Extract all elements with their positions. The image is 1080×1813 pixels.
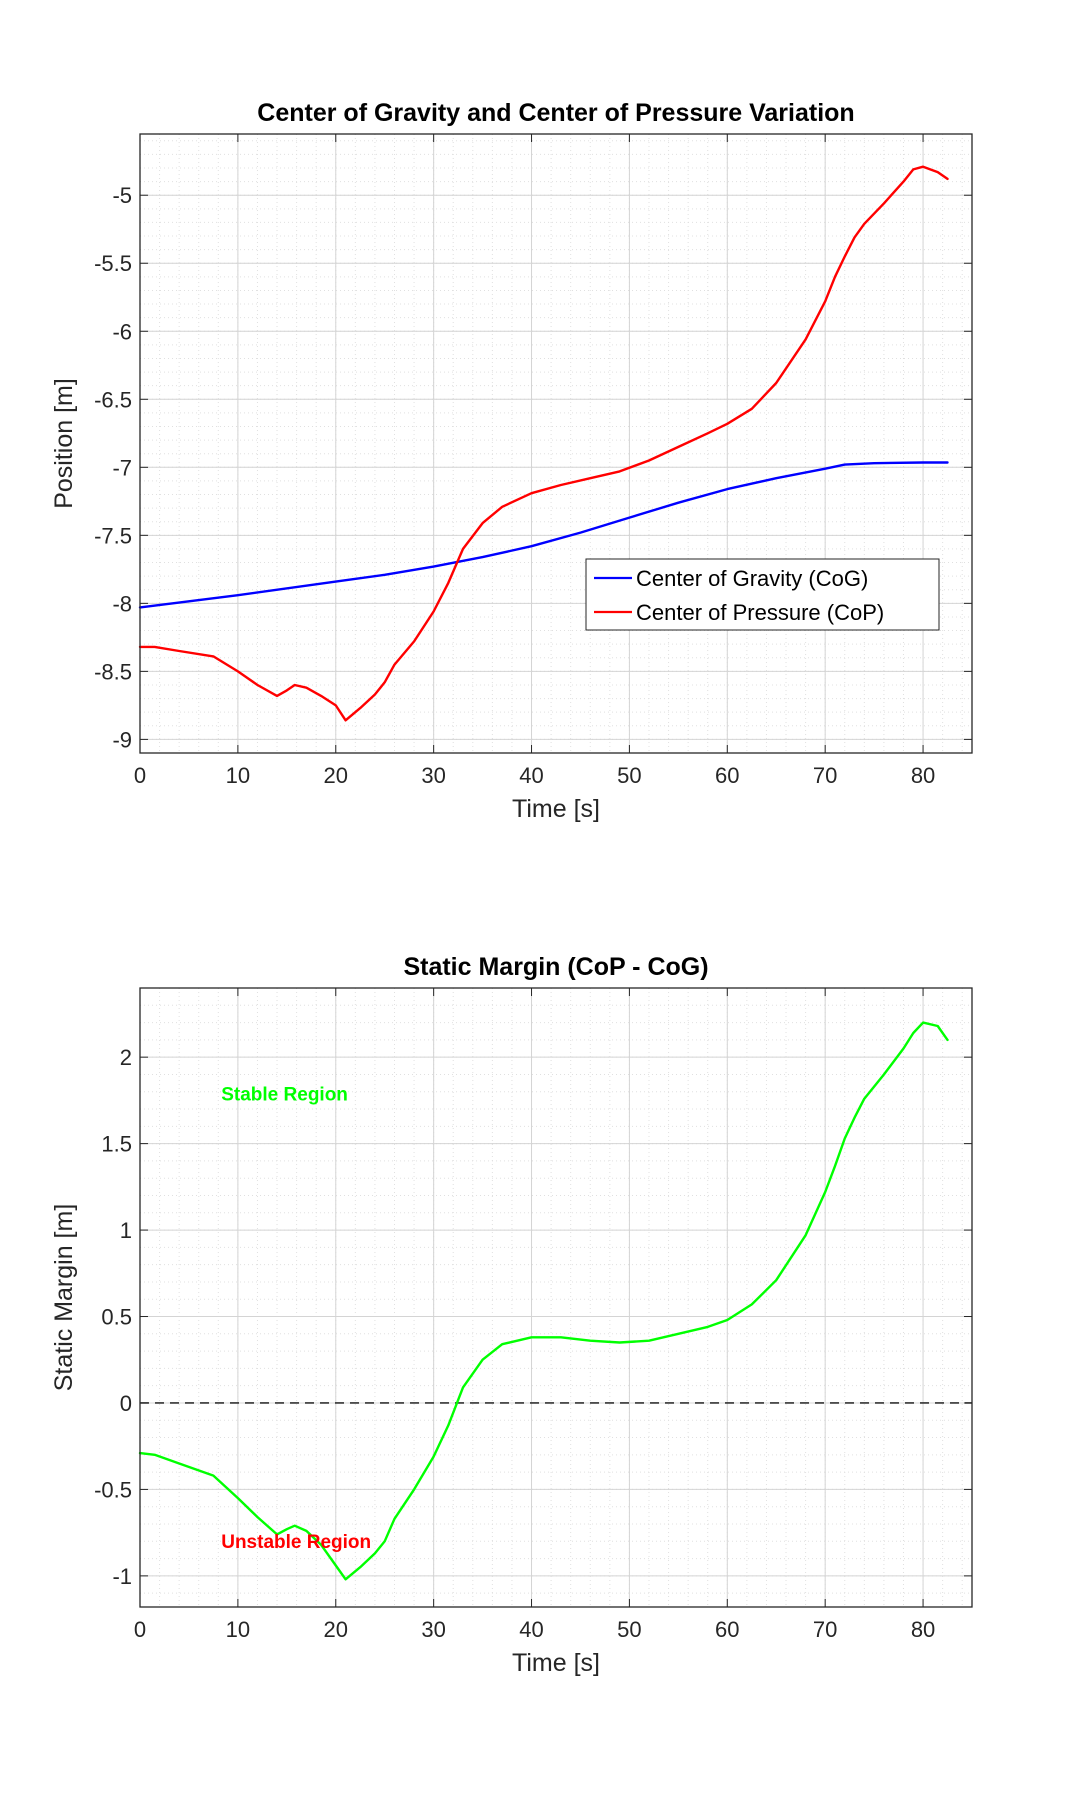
x-tick-label: 80 [911,1617,935,1642]
y-tick-label: -1 [112,1564,132,1589]
x-tick-label: 80 [911,763,935,788]
x-axis-label: Time [s] [512,1649,600,1677]
series-line-0 [138,1021,949,1581]
x-tick-label: 0 [134,1617,146,1642]
y-axis-label: Position [m] [50,378,78,509]
legend: Center of Gravity (CoG) Center of Pressu… [585,558,940,631]
y-tick-label: -6.5 [94,387,132,412]
chart-title: Center of Gravity and Center of Pressure… [257,99,854,127]
chart-position: Center of Gravity and Center of Pressure… [50,99,973,823]
plot-frame [139,987,973,1608]
y-tick-label: -7.5 [94,523,132,548]
y-tick-label: 2 [120,1045,132,1070]
chart-title: Static Margin (CoP - CoG) [403,953,708,981]
y-tick-label: -5 [112,183,132,208]
y-tick-label: 0.5 [101,1305,132,1330]
legend-label-cop: Center of Pressure (CoP) [636,600,884,625]
y-tick-label: -0.5 [94,1477,132,1502]
y-axis-label: Static Margin [m] [50,1204,78,1392]
plot-area [140,988,972,1607]
plot-area [140,134,972,753]
y-tick-label: -6 [112,319,132,344]
x-axis-label: Time [s] [512,795,600,823]
x-tick-label: 20 [324,763,348,788]
x-tick-label: 30 [421,763,445,788]
x-tick-label: 50 [617,1617,641,1642]
x-tick-label: 70 [813,1617,837,1642]
x-tick-label: 10 [226,1617,250,1642]
legend-label-cog: Center of Gravity (CoG) [636,566,868,591]
series-line-1 [138,165,949,722]
x-tick-label: 60 [715,1617,739,1642]
x-tick-label: 30 [421,1617,445,1642]
annotation-unstable-region: Unstable Region [221,1532,371,1553]
x-tick-label: 20 [324,1617,348,1642]
x-tick-label: 70 [813,763,837,788]
series-line-0 [138,461,949,609]
y-tick-label: -5.5 [94,251,132,276]
x-tick-label: 40 [519,763,543,788]
annotation-stable-region: Stable Region [221,1084,348,1105]
plot-frame [139,133,973,754]
y-tick-label: -8 [112,591,132,616]
y-tick-label: -8.5 [94,659,132,684]
y-tick-label: 1 [120,1218,132,1243]
y-tick-label: 0 [120,1391,132,1416]
y-tick-label: 1.5 [101,1132,132,1157]
x-tick-label: 40 [519,1617,543,1642]
chart-static-margin: Static Margin (CoP - CoG) Stable Region … [50,953,973,1677]
x-tick-label: 60 [715,763,739,788]
x-tick-label: 0 [134,763,146,788]
x-tick-label: 50 [617,763,641,788]
y-tick-label: -7 [112,455,132,480]
legend-box [585,558,940,631]
y-tick-label: -9 [112,727,132,752]
x-tick-label: 10 [226,763,250,788]
